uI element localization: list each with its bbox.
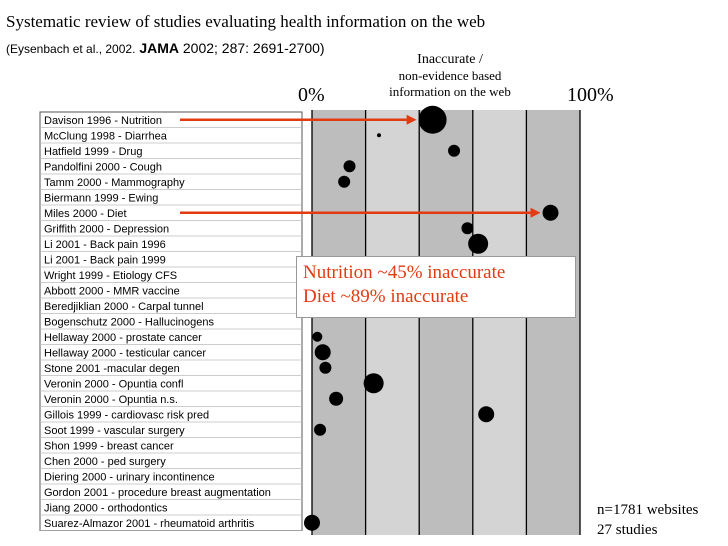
data-point [542, 204, 559, 221]
study-label: Li 2001 - Back pain 1996 [44, 239, 166, 251]
citation-ref: 2002; 287: 2691-2700) [182, 40, 325, 56]
study-label: Hellaway 2000 - testicular cancer [44, 347, 206, 359]
hundred-percent-label: 100% [567, 84, 614, 106]
callout-nutrition: Nutrition ~45% inaccurate [303, 262, 506, 283]
study-label: Hellaway 2000 - prostate cancer [44, 332, 202, 344]
study-label: Beredjiklian 2000 - Carpal tunnel [44, 301, 204, 313]
citation: (Eysenbach et al., 2002. JAMA 2002; 287:… [6, 40, 325, 56]
study-label: McClung 1998 - Diarrhea [44, 130, 168, 142]
study-label: Miles 2000 - Diet [44, 208, 127, 220]
study-list [39, 111, 303, 531]
studies-count: 27 studies [597, 522, 658, 538]
data-point [478, 406, 495, 423]
callout-diet: Diet ~89% inaccurate [303, 286, 469, 307]
data-point [314, 423, 327, 436]
callout-box: Nutrition ~45% inaccurate Diet ~89% inac… [296, 256, 576, 318]
data-point [343, 160, 356, 173]
page-title: Systematic review of studies evaluating … [6, 12, 486, 31]
inaccurate-line1: Inaccurate / [417, 52, 483, 67]
study-label: Biermann 1999 - Ewing [44, 192, 158, 204]
inaccurate-header: Inaccurate / non-evidence based informat… [370, 52, 530, 100]
data-point [418, 105, 447, 134]
inaccurate-line2: non-evidence based [398, 68, 502, 83]
study-label: Pandolfini 2000 - Cough [44, 161, 162, 173]
study-label: Tamm 2000 - Mammography [44, 177, 185, 189]
annotation-arrowhead [530, 207, 541, 218]
data-point [314, 344, 331, 361]
annotation-arrowhead [406, 114, 417, 125]
chart-band [472, 110, 527, 535]
zero-percent-label: 0% [298, 84, 325, 106]
study-label: Veronin 2000 - Opuntia confl [44, 378, 183, 390]
study-label: Jiang 2000 - orthodontics [44, 502, 168, 514]
study-label: Hatfield 1999 - Drug [44, 146, 142, 158]
study-label: Abbott 2000 - MMR vaccine [44, 285, 180, 297]
study-label: Suarez-Almazor 2001 - rheumatoid arthrit… [44, 518, 255, 530]
chart-band [365, 110, 420, 535]
study-label: Shon 1999 - breast cancer [44, 440, 174, 452]
study-label: Stone 2001 -macular degen [44, 363, 180, 375]
study-label: Davison 1996 - Nutrition [44, 115, 162, 127]
citation-journal: JAMA [139, 40, 179, 56]
data-point [329, 391, 344, 406]
citation-authors: (Eysenbach et al., 2002. [6, 42, 136, 56]
inaccurate-line3: information on the web [389, 84, 511, 99]
study-label: Gillois 1999 - cardiovasc risk pred [44, 409, 209, 421]
data-point [461, 222, 474, 235]
websites-count: n=1781 websites [597, 502, 699, 518]
data-point [468, 233, 489, 254]
study-label: Wright 1999 - Etiology CFS [44, 270, 177, 282]
study-label: Chen 2000 - ped surgery [44, 456, 166, 468]
study-label: Li 2001 - Back pain 1999 [44, 254, 166, 266]
data-point [319, 361, 332, 374]
study-label: Bogenschutz 2000 - Hallucinogens [44, 316, 215, 328]
data-point [304, 514, 320, 531]
study-label: Gordon 2001 - procedure breast augmentat… [44, 487, 271, 499]
data-point [377, 133, 381, 138]
study-label: Soot 1999 - vascular surgery [44, 425, 185, 437]
chart-background [312, 110, 580, 535]
data-point [363, 373, 384, 394]
data-point [312, 331, 323, 342]
data-point [448, 144, 461, 157]
study-label: Griffith 2000 - Depression [44, 223, 169, 235]
sample-size-note: n=1781 websites 27 studies [597, 500, 698, 540]
study-label: Diering 2000 - urinary incontinence [44, 471, 215, 483]
data-point [338, 175, 351, 188]
study-label: Veronin 2000 - Opuntia n.s. [44, 394, 178, 406]
